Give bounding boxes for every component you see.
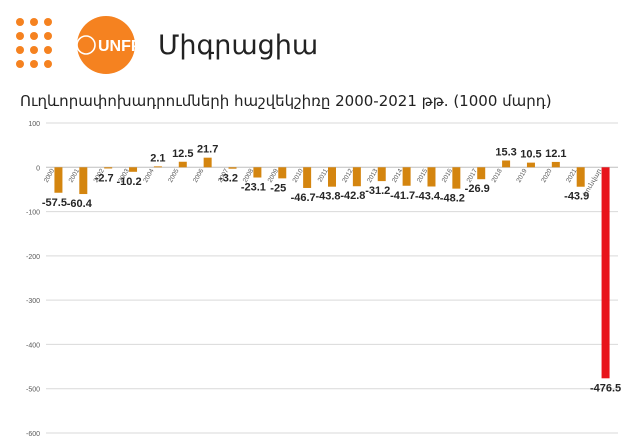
bar [352,167,361,187]
migration-bar-chart: 100 0 -100 -200 -300 -400 -500 -600 2000 -57.5 200… [26,121,621,438]
category-label: հունվար [581,167,603,197]
data-label: -48.2 [440,193,465,205]
category-label: 2001 [68,167,81,183]
data-label: -41.7 [390,190,415,202]
category-label: 2004 [142,167,155,183]
data-label: -60.4 [67,198,93,210]
data-label: -476.5 [590,382,621,394]
data-label: -43.9 [564,191,589,203]
data-label: -3.2 [219,173,238,185]
category-label: 2011 [317,167,330,183]
unfpa-logo: UNFPA [14,16,154,74]
category-label: 2005 [167,167,180,183]
bar [377,167,386,182]
y-tick-label: -200 [26,254,40,261]
bar [104,167,113,169]
logo-text: UNFPA [98,38,152,55]
data-label: -46.7 [291,192,316,204]
y-tick-label: -600 [26,431,40,438]
bar [502,160,511,168]
data-label: -43.8 [315,191,340,203]
data-label: 12.1 [545,148,566,160]
data-label: -26.9 [465,183,490,195]
bar [278,167,287,179]
category-label: 2012 [341,167,354,183]
y-tick-label: 0 [36,165,40,172]
data-label: -25 [270,182,286,194]
slide-title: Միգրացիա [158,30,319,61]
un-emblem-icon [76,35,96,55]
category-label: 2019 [515,167,528,183]
data-label: 2.1 [150,152,165,164]
bar [576,167,585,187]
y-tick-label: -500 [26,387,40,394]
category-label: 2015 [416,167,429,183]
y-tick-label: -400 [26,342,40,349]
category-label: 2013 [366,167,379,183]
category-label: 2014 [391,167,404,183]
data-label: -57.5 [42,197,67,209]
category-label: 2010 [292,167,305,183]
bar [427,167,436,187]
bar [402,167,411,186]
category-label: 2021 [565,167,578,183]
bar [153,166,162,168]
data-label: 15.3 [495,147,516,159]
category-label: 2000 [43,167,56,183]
bar [253,167,262,178]
bar [54,167,63,193]
data-label: 10.5 [520,149,541,161]
category-label: 2016 [441,167,454,183]
bar [129,167,138,172]
bar [452,167,461,189]
category-label: 2018 [491,167,504,183]
data-label: -42.8 [340,190,365,202]
bar [178,161,187,168]
bar [303,167,312,188]
logo-circle-icon [77,16,135,74]
bar [203,157,212,168]
data-label: 21.7 [197,144,218,156]
data-label: 12.5 [172,148,193,160]
logo-dots-icon [16,18,52,68]
bar [601,167,610,379]
y-tick-label: -300 [26,298,40,305]
chart-title: Ուղևորափոխադրումների հաշվեկշիռը 2000-202… [20,92,552,110]
data-label: -31.2 [365,185,390,197]
category-label: 2017 [466,167,479,183]
bar [551,161,560,168]
data-label: -43.4 [415,191,441,203]
bar [328,167,336,187]
bar [228,167,237,169]
bar [526,162,535,168]
bar [79,167,88,195]
y-tick-label: -100 [26,210,40,217]
category-label: 2020 [540,167,553,183]
y-tick-label: 100 [28,121,40,128]
category-label: 2006 [192,167,205,183]
data-label: -2.7 [95,172,114,184]
data-label: -23.1 [241,182,266,194]
data-label: -10.2 [117,176,142,188]
bar [477,167,486,180]
